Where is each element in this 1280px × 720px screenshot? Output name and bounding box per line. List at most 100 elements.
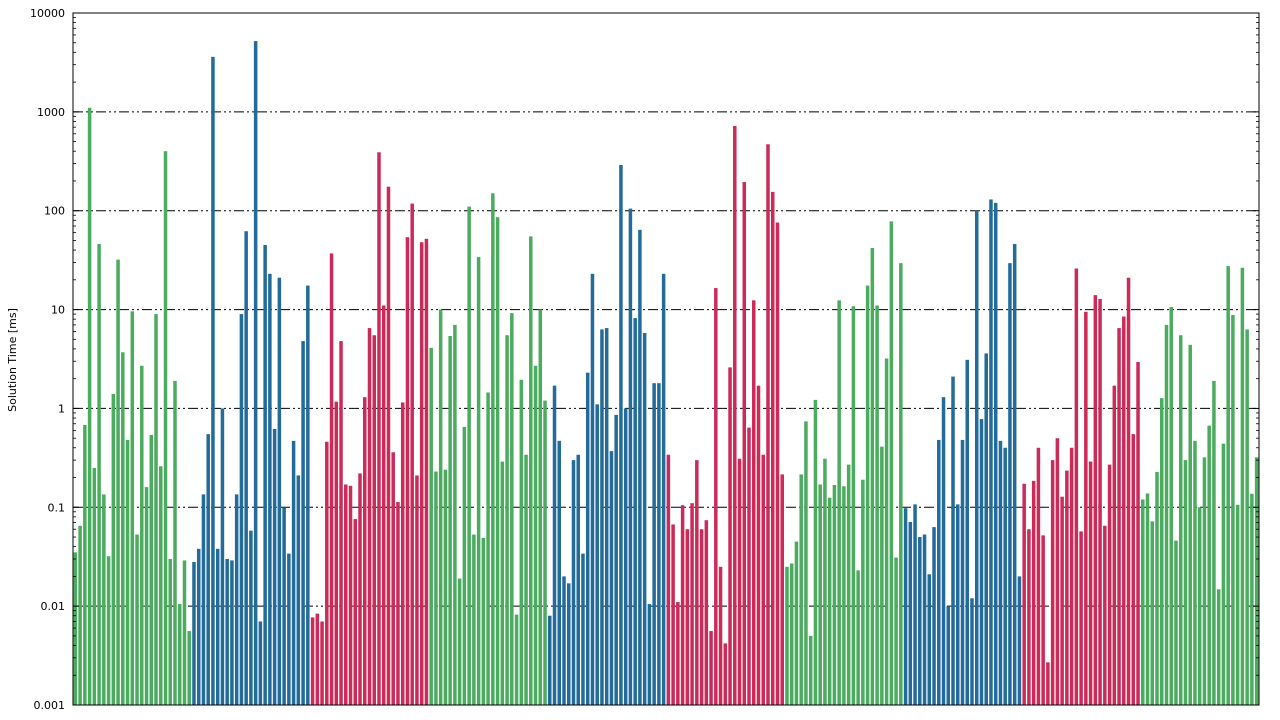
bar [87, 107, 92, 705]
bar [813, 399, 818, 705]
bar [642, 332, 647, 705]
bar [154, 314, 158, 705]
bar [249, 530, 253, 705]
bar [633, 318, 637, 705]
bar [97, 244, 101, 706]
bar [576, 454, 580, 705]
bar [946, 606, 951, 705]
bar [325, 441, 329, 705]
bar [661, 273, 666, 705]
bar [220, 408, 225, 705]
bar [1060, 496, 1064, 705]
bar [500, 461, 505, 705]
bar [272, 428, 277, 705]
bar [861, 479, 865, 705]
bar [320, 621, 324, 705]
bar [287, 553, 291, 705]
y-tick-label: 0.01 [41, 600, 66, 613]
bar [1221, 443, 1226, 705]
bar [1031, 480, 1036, 705]
y-axis-label: Solution Time [ms] [6, 308, 19, 412]
y-tick-label: 10 [51, 304, 65, 317]
bar [903, 508, 908, 705]
bar [533, 365, 538, 705]
bar [415, 475, 419, 705]
bar [566, 583, 571, 705]
bar [263, 245, 267, 705]
bar [1055, 438, 1060, 705]
bar [543, 400, 547, 705]
bar [1183, 460, 1188, 705]
bar [1084, 311, 1088, 705]
bar [941, 397, 946, 705]
bar [974, 210, 979, 705]
bar [714, 288, 718, 705]
bar [363, 397, 367, 705]
bar [761, 454, 766, 705]
bar [766, 144, 770, 705]
bar [116, 259, 120, 705]
bar [1112, 385, 1117, 705]
bar [1065, 470, 1069, 705]
bar [1164, 324, 1169, 705]
bar [1069, 447, 1074, 705]
bar [785, 566, 789, 705]
bar [348, 485, 353, 705]
y-tick-label: 10000 [30, 7, 65, 20]
bar [970, 598, 974, 705]
bar [211, 56, 215, 706]
bar [1202, 457, 1207, 705]
bar [253, 41, 258, 705]
bar [102, 494, 106, 705]
bar [685, 529, 690, 705]
bar [1240, 267, 1245, 705]
bar [880, 446, 884, 705]
bar [671, 524, 675, 705]
bar [377, 152, 381, 705]
bar [438, 309, 443, 705]
bar [623, 408, 628, 705]
bar [918, 537, 922, 705]
bar [163, 151, 168, 705]
bar [647, 604, 652, 705]
bar [282, 507, 286, 705]
bar [538, 309, 543, 705]
bar [405, 237, 410, 706]
bar [1178, 335, 1183, 705]
bar [334, 401, 339, 705]
bar [514, 614, 519, 705]
bar [604, 328, 609, 705]
bar [429, 347, 433, 705]
bar [1150, 521, 1155, 705]
y-tick-label: 1 [58, 402, 65, 415]
bar [410, 203, 414, 706]
bar [884, 358, 889, 705]
bar [1131, 434, 1136, 705]
bar [230, 560, 234, 705]
bar [600, 329, 604, 705]
bar [524, 454, 528, 705]
bar [1207, 425, 1211, 705]
bar [571, 460, 576, 705]
bar [856, 570, 860, 705]
bar [1088, 461, 1093, 705]
bar [1027, 529, 1031, 705]
plot-frame [72, 12, 1260, 706]
bar [510, 313, 514, 705]
bar [832, 485, 837, 705]
bar [192, 561, 196, 705]
bar [657, 383, 661, 705]
bar [505, 335, 509, 705]
bar [756, 385, 761, 705]
bar [315, 613, 320, 705]
bar [92, 467, 97, 705]
bar [239, 314, 244, 705]
bar [870, 247, 875, 705]
bar [1235, 504, 1240, 705]
bar [557, 440, 562, 705]
bar [135, 534, 139, 705]
bar [159, 466, 163, 705]
bar [1093, 295, 1098, 705]
bar [1079, 531, 1083, 705]
bar [529, 236, 533, 705]
